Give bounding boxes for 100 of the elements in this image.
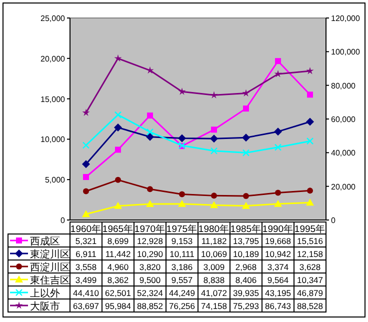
y-tick-label: 5,000 — [44, 176, 66, 185]
y-tick-label: 25,000 — [40, 14, 66, 23]
data-label: 3,820 — [139, 262, 161, 272]
data-label: 6,911 — [76, 249, 97, 259]
y2-tick-label: 100,000 — [331, 48, 360, 57]
point — [179, 191, 185, 198]
data-label: 3,374 — [267, 262, 289, 272]
point — [115, 176, 121, 183]
data-label: 8,406 — [235, 275, 257, 285]
data-label: 12,158 — [297, 249, 324, 259]
data-label: 9,564 — [267, 275, 289, 285]
data-label: 15,516 — [297, 236, 324, 246]
point — [114, 202, 122, 209]
data-label: 8,838 — [203, 275, 225, 285]
point — [242, 134, 250, 142]
legend-label: 大阪市 — [30, 300, 60, 312]
data-label: 2,968 — [235, 262, 257, 272]
point — [211, 192, 217, 199]
x-tick-label: 1985年 — [230, 223, 262, 235]
data-label: 41,072 — [201, 288, 228, 298]
data-label: 9,500 — [139, 275, 161, 285]
y-tick-label: 0 — [60, 216, 66, 225]
point — [83, 174, 89, 180]
point — [211, 126, 217, 133]
point — [147, 112, 153, 119]
y-tick-label: 20,000 — [40, 54, 66, 64]
point — [274, 128, 282, 136]
x-tick-label: 1995年 — [294, 223, 326, 235]
data-label: 3,186 — [171, 262, 193, 272]
y2-tick-label: 60,000 — [331, 115, 356, 124]
data-label: 62,501 — [105, 288, 132, 298]
x-tick-label: 1990年 — [262, 223, 294, 235]
y2-tick-label: 120,000 — [331, 14, 360, 23]
data-label: 52,324 — [137, 288, 164, 298]
data-label: 44,249 — [169, 288, 196, 298]
data-label: 9,153 — [171, 236, 193, 246]
point — [115, 146, 121, 153]
point — [210, 91, 218, 98]
point — [146, 132, 154, 141]
point — [274, 200, 282, 207]
point — [275, 190, 281, 196]
x-tick-label: 1980年 — [198, 223, 230, 235]
data-label: 3,558 — [75, 262, 97, 272]
legend-label: 西淀川区 — [30, 262, 70, 274]
data-label: 43,195 — [265, 288, 292, 298]
data-label: 95,984 — [105, 301, 132, 311]
data-label: 86,743 — [265, 301, 292, 311]
x-tick-label: 1975年 — [166, 223, 198, 235]
data-label: 11,182 — [201, 236, 227, 246]
point — [274, 70, 282, 78]
data-label: 10,069 — [201, 249, 228, 259]
point — [82, 142, 90, 149]
y2-tick-label: 40,000 — [331, 148, 356, 158]
data-label: 11,442 — [105, 249, 131, 259]
data-label: 5,321 — [75, 236, 97, 246]
data-label: 9,557 — [171, 275, 193, 285]
data-label: 10,111 — [170, 249, 195, 259]
point — [114, 54, 122, 62]
data-label: 3,499 — [75, 275, 97, 285]
y-tick-label: 10,000 — [40, 135, 66, 144]
legend-label: 東淀川区 — [30, 248, 70, 260]
data-label: 8,699 — [107, 236, 129, 246]
data-label: 10,942 — [265, 249, 292, 259]
point — [306, 66, 314, 74]
point — [243, 193, 249, 200]
point — [210, 201, 218, 208]
data-label: 88,528 — [297, 301, 324, 311]
legend-label: 上以外 — [30, 288, 60, 300]
point — [307, 188, 313, 194]
data-label: 10,347 — [297, 275, 324, 285]
point — [243, 106, 249, 112]
data-label: 3,628 — [299, 262, 321, 272]
point — [242, 202, 250, 209]
y2-tick-label: 80,000 — [331, 81, 356, 90]
data-label: 13,795 — [233, 236, 260, 246]
point — [82, 160, 90, 168]
point — [146, 128, 154, 136]
data-label: 63,697 — [73, 301, 100, 311]
point — [306, 198, 314, 206]
point — [178, 88, 186, 95]
data-label: 10,189 — [233, 249, 260, 259]
point — [82, 210, 90, 218]
data-label: 46,879 — [297, 288, 324, 298]
point — [242, 89, 250, 96]
point — [82, 108, 90, 116]
point — [275, 58, 281, 64]
point — [242, 149, 250, 156]
x-tick-label: 1965年 — [102, 223, 134, 235]
y-tick-label: 15,000 — [40, 94, 66, 104]
data-label: 8,362 — [107, 275, 129, 285]
data-label: 75,293 — [233, 301, 260, 311]
point — [83, 188, 89, 194]
point — [210, 147, 218, 154]
point — [114, 111, 122, 118]
data-label: 10,290 — [137, 249, 164, 259]
legend-label: 西成区 — [30, 236, 60, 248]
data-label: 39,935 — [233, 288, 260, 298]
point — [306, 118, 314, 126]
point — [306, 137, 314, 145]
point — [178, 134, 186, 142]
